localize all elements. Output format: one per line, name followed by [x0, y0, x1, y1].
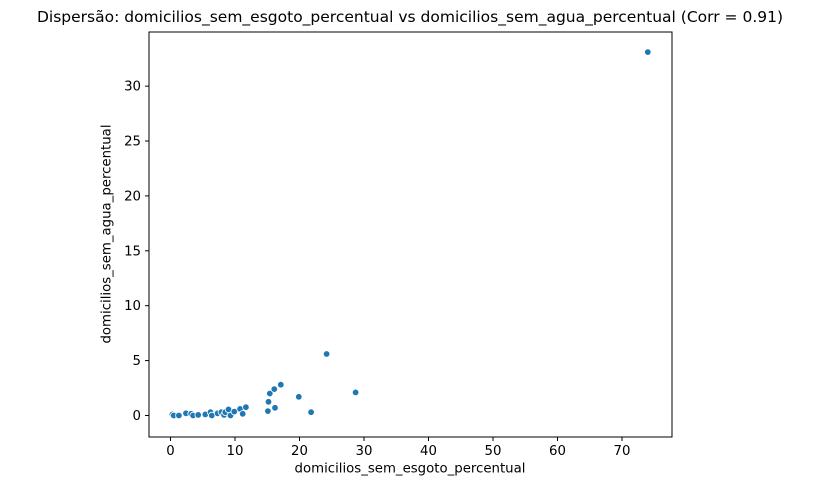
- y-tick-label: 25: [124, 135, 141, 150]
- data-point: [175, 411, 183, 420]
- data-point: [307, 408, 315, 416]
- chart-title: Dispersão: domicilios_sem_esgoto_percent…: [36, 8, 784, 26]
- x-tick-label: 30: [356, 444, 373, 459]
- data-point: [322, 350, 331, 358]
- data-point: [295, 393, 303, 401]
- data-point: [264, 407, 272, 415]
- axes-box: [148, 31, 673, 438]
- data-point: [242, 403, 250, 411]
- data-point: [270, 385, 278, 393]
- data-point: [351, 388, 360, 397]
- y-tick-label: 10: [124, 299, 141, 314]
- y-tick-label: 5: [133, 354, 141, 369]
- y-axis-label: domicilios_sem_agua_percentual: [99, 124, 115, 344]
- x-tick-label: 60: [549, 444, 566, 459]
- x-tick-label: 40: [420, 444, 437, 459]
- data-point: [644, 48, 652, 56]
- y-tick-label: 15: [124, 244, 141, 259]
- y-tick-label: 30: [124, 80, 141, 95]
- y-tick-label: 0: [133, 409, 141, 424]
- data-point: [194, 411, 202, 419]
- data-point: [266, 389, 274, 398]
- x-axis-label: domicilios_sem_esgoto_percentual: [294, 461, 526, 477]
- y-tick-label: 20: [124, 189, 141, 204]
- x-tick-label: 70: [614, 444, 631, 459]
- data-point: [277, 381, 285, 389]
- x-tick-label: 10: [227, 444, 244, 459]
- data-point: [238, 410, 247, 418]
- x-tick-label: 0: [166, 444, 174, 459]
- data-point: [271, 404, 279, 412]
- x-tick-label: 20: [291, 444, 308, 459]
- x-tick-label: 50: [485, 444, 502, 459]
- data-point: [264, 398, 273, 406]
